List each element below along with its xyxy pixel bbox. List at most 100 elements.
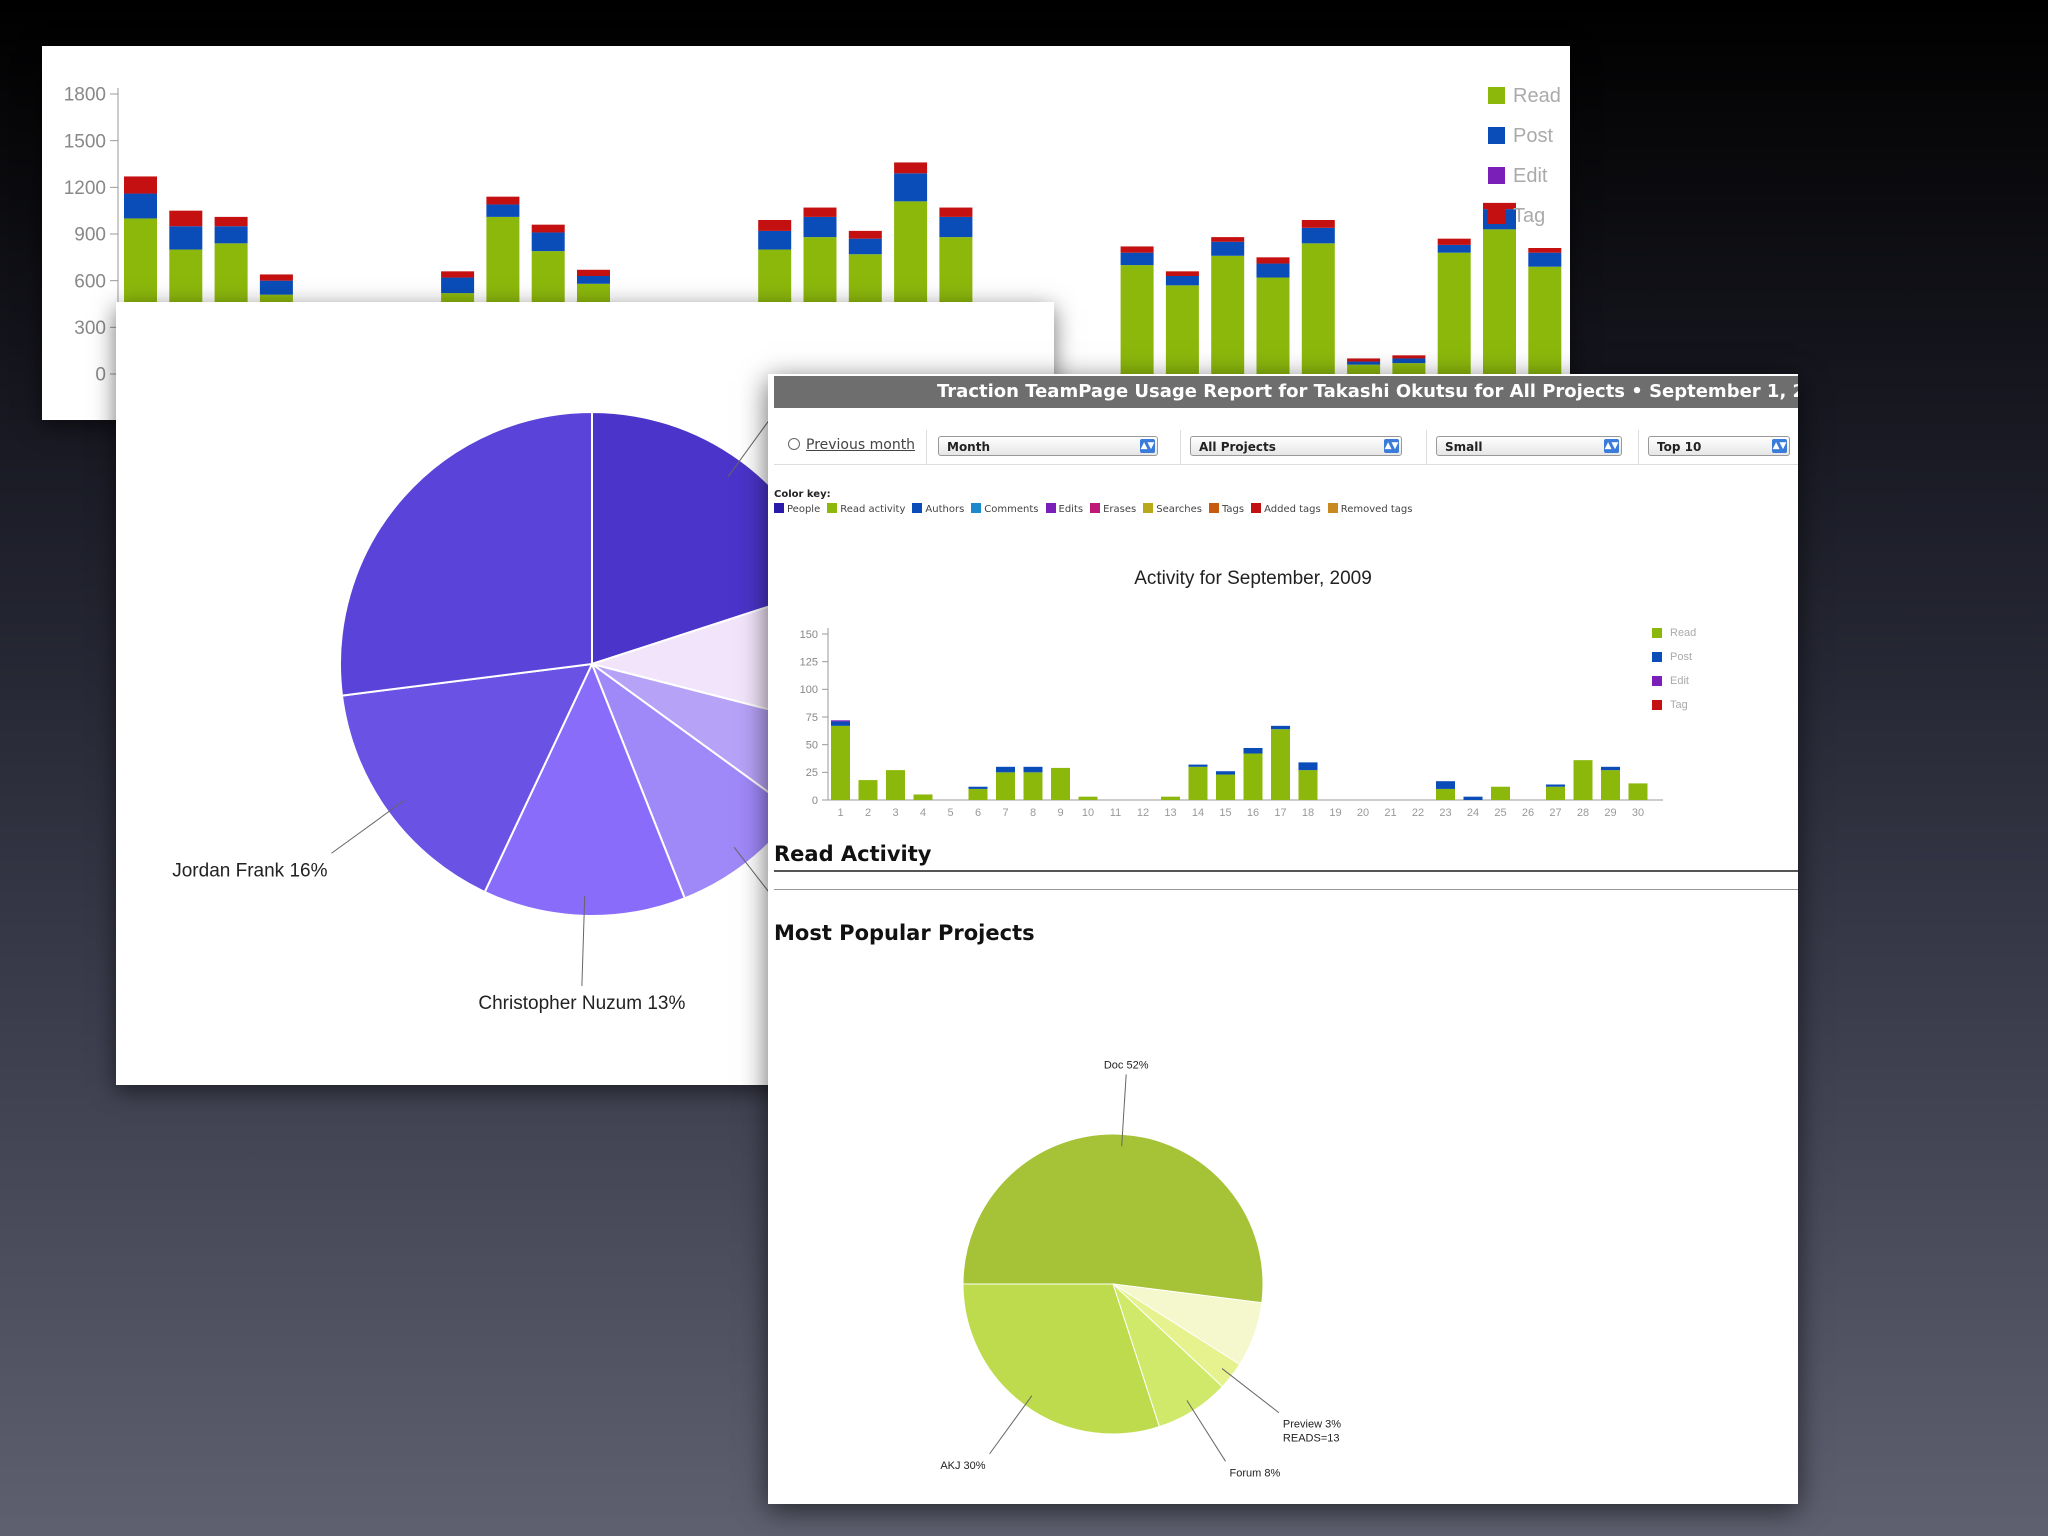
- legend-label: Edit: [1513, 165, 1548, 187]
- pie-leader-line: [581, 895, 586, 986]
- bar-segment-post: [848, 238, 882, 255]
- legend-label: Read: [1513, 85, 1561, 107]
- size-value: Small: [1445, 440, 1483, 454]
- color-key-item: Comments: [971, 503, 1039, 515]
- legend-label: Read: [1670, 627, 1696, 639]
- bar-segment-post: [1546, 784, 1565, 787]
- bar-segment-tag: [214, 216, 248, 227]
- bar-segment-read: [1491, 786, 1510, 800]
- legend-swatch: [1652, 700, 1662, 710]
- pie-leader-line: [1221, 1368, 1280, 1414]
- toolbar-divider: [1638, 430, 1639, 464]
- bar-segment-post: [1188, 764, 1208, 767]
- bar-segment-post: [169, 226, 203, 250]
- bar-segment-read: [996, 772, 1015, 800]
- report-title: Traction TeamPage Usage Report for Takas…: [774, 376, 1798, 408]
- bar-segment-tag: [848, 230, 882, 239]
- projects-pie-chart: Doc 52% Preview 3% READS=13 Forum 8% AKJ 30%: [940, 1059, 1341, 1479]
- y-tick-label: 100: [800, 684, 818, 696]
- section-divider: [774, 870, 1798, 872]
- pie-leader-line: [1121, 1074, 1127, 1147]
- period-value: Month: [947, 440, 991, 454]
- legend-swatch: [1652, 676, 1662, 686]
- toolbar-divider: [1180, 430, 1181, 464]
- bar-segment-tag: [577, 269, 610, 276]
- legend-swatch: [1488, 207, 1505, 224]
- y-tick-label: 125: [800, 657, 818, 669]
- bar-segment-post: [831, 721, 850, 726]
- color-key-label-text: Added tags: [1264, 504, 1321, 515]
- bar-segment-post: [1528, 252, 1562, 267]
- bar-segment-read: [1256, 277, 1290, 374]
- bar-segment-post: [758, 230, 792, 250]
- bar-segment-read: [1392, 363, 1426, 374]
- color-key-swatch: [971, 503, 982, 513]
- bar-segment-post: [1436, 781, 1455, 789]
- y-tick-label: 150: [800, 629, 818, 641]
- color-key-label-text: Erases: [1103, 504, 1137, 515]
- color-key-label-text: Edits: [1058, 504, 1084, 515]
- legend-swatch: [1488, 167, 1505, 184]
- x-tick-label: 26: [1522, 807, 1534, 819]
- color-key-item: Erases: [1090, 503, 1136, 515]
- size-select[interactable]: Small ▲▼: [1436, 436, 1622, 456]
- previous-month-link[interactable]: Previous month: [788, 437, 915, 453]
- projects-select[interactable]: All Projects ▲▼: [1190, 436, 1402, 456]
- bar-segment-read: [913, 794, 933, 800]
- bar-segment-post: [894, 173, 928, 202]
- bar-segment-post: [214, 226, 248, 244]
- color-key-item: Read activity: [827, 503, 905, 515]
- x-tick-label: 7: [1002, 807, 1008, 819]
- bar-segment-read: [1078, 796, 1098, 800]
- bar-segment-read: [1165, 285, 1199, 374]
- bar-segment-tag: [259, 274, 293, 281]
- bar-segment-post: [1392, 358, 1426, 364]
- bar-segment-post: [803, 216, 837, 238]
- bar-segment-read: [1188, 766, 1208, 800]
- bar-segment-tag: [894, 162, 928, 174]
- bar-segment-post: [1463, 796, 1483, 800]
- x-tick-label: 5: [947, 807, 953, 819]
- color-key-item: Removed tags: [1327, 503, 1412, 515]
- pie-label: Preview 3%: [1283, 1419, 1341, 1431]
- bar-segment-tag: [441, 271, 475, 278]
- pie-label: Jordan Frank 16%: [172, 860, 327, 881]
- usage-report-panel: Traction TeamPage Usage Report for Takas…: [768, 374, 1798, 1504]
- select-arrows-icon: ▲▼: [1772, 439, 1787, 453]
- bar-segment-post: [486, 204, 520, 217]
- y-tick-label: 1500: [64, 131, 106, 152]
- bar-segment-read: [1051, 767, 1070, 800]
- pie-label: READS=13: [1283, 1433, 1340, 1445]
- x-tick-label: 23: [1439, 807, 1451, 819]
- bar-segment-read: [1628, 783, 1648, 800]
- bar-segment-tag: [169, 210, 203, 227]
- toolbar-divider: [926, 430, 927, 464]
- color-key-swatch: [1251, 503, 1262, 513]
- x-tick-label: 4: [920, 807, 926, 819]
- bar-segment-read: [1271, 729, 1290, 800]
- bar-segment-read: [968, 788, 988, 800]
- y-tick-label: 0: [95, 365, 106, 386]
- color-key-label: Color key:: [774, 489, 831, 500]
- bar-segment-read: [1298, 770, 1318, 800]
- bar-segment-tag: [1528, 248, 1562, 253]
- bar-segment-tag: [803, 207, 837, 217]
- bar-segment-post: [1301, 227, 1335, 244]
- pie-leader-line: [989, 1395, 1033, 1455]
- y-tick-label: 0: [812, 795, 818, 807]
- bar-segment-tag: [486, 196, 520, 205]
- bar-segment-read: [1347, 364, 1381, 374]
- pie-label: AKJ 30%: [940, 1460, 985, 1472]
- top-count-select[interactable]: Top 10 ▲▼: [1648, 436, 1790, 456]
- bar-segment-post: [1023, 766, 1043, 773]
- bar-segment-tag: [1301, 220, 1335, 228]
- x-tick-label: 30: [1632, 807, 1644, 819]
- period-select[interactable]: Month ▲▼: [938, 436, 1158, 456]
- bar-segment-tag: [1165, 271, 1199, 276]
- bar-segment-post: [124, 193, 157, 219]
- bar-segment-post: [1601, 766, 1620, 771]
- x-tick-label: 17: [1274, 807, 1286, 819]
- bar-segment-read: [1120, 265, 1154, 374]
- activity-chart-title: Activity for September, 2009: [1134, 568, 1372, 589]
